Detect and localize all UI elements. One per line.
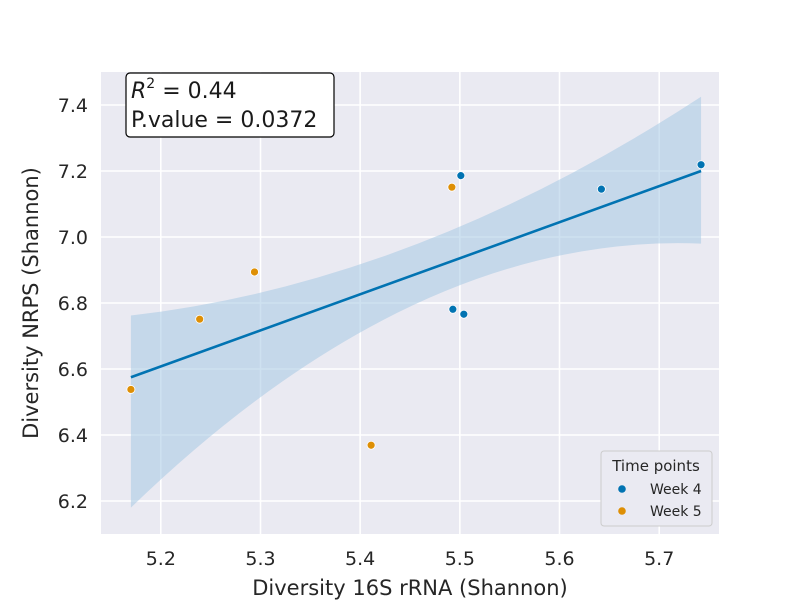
confidence-interval-band: [130, 96, 702, 508]
x-tick-label: 5.3: [245, 548, 275, 570]
y-tick-label: 6.2: [58, 491, 88, 513]
legend-label-week-4: Week 4: [650, 482, 702, 498]
data-point-week-4: [459, 309, 469, 319]
regression-line-group: [130, 169, 702, 379]
data-point-week-4: [456, 171, 466, 181]
data-point-week-5: [195, 314, 205, 324]
x-tick-labels: 5.2 5.3 5.4 5.5 5.6 5.7: [146, 548, 675, 570]
data-point-week-5: [126, 385, 136, 394]
data-point-week-4: [448, 304, 458, 314]
legend: Time points Week 4 Week 5: [600, 450, 713, 527]
data-point-week-5: [366, 440, 376, 450]
data-point-week-5: [447, 182, 457, 192]
r-squared-text: R2 = 0.44: [131, 76, 237, 104]
x-tick-label: 5.6: [544, 548, 574, 570]
x-tick-label: 5.4: [345, 548, 375, 570]
r-squared-symbol: R: [131, 79, 146, 104]
x-axis-label: Diversity 16S rRNA (Shannon): [252, 576, 567, 600]
r-squared-superscript: 2: [146, 76, 155, 92]
legend-marker-week-5: [618, 507, 626, 515]
y-tick-label: 6.4: [58, 425, 88, 447]
confidence-band: [130, 96, 702, 508]
legend-box: [600, 450, 713, 527]
stats-annotation-box: [125, 72, 335, 138]
y-tick-label: 7.0: [58, 227, 88, 249]
legend-label-week-5: Week 5: [650, 504, 702, 520]
y-tick-labels: 6.2 6.4 6.6 6.8 7.0 7.2 7.4: [58, 95, 88, 513]
data-points: [126, 160, 706, 450]
data-point-week-4: [696, 160, 706, 170]
y-tick-label: 6.8: [58, 293, 88, 315]
y-tick-label: 6.6: [58, 359, 88, 381]
r-squared-value: = 0.44: [155, 79, 236, 104]
legend-marker-week-4: [618, 485, 626, 493]
legend-title: Time points: [611, 457, 700, 475]
x-tick-label: 5.2: [146, 548, 176, 570]
y-tick-label: 7.4: [58, 95, 88, 117]
x-tick-label: 5.7: [644, 548, 674, 570]
x-tick-label: 5.5: [445, 548, 475, 570]
data-point-week-4: [596, 184, 606, 194]
regression-line: [130, 169, 702, 379]
y-axis-label: Diversity NRPS (Shannon): [19, 167, 43, 439]
stats-annotation: R2 = 0.44 P.value = 0.0372: [125, 72, 335, 138]
y-tick-label: 7.2: [58, 161, 88, 183]
p-value-text: P.value = 0.0372: [131, 108, 317, 133]
data-point-week-5: [250, 267, 259, 277]
